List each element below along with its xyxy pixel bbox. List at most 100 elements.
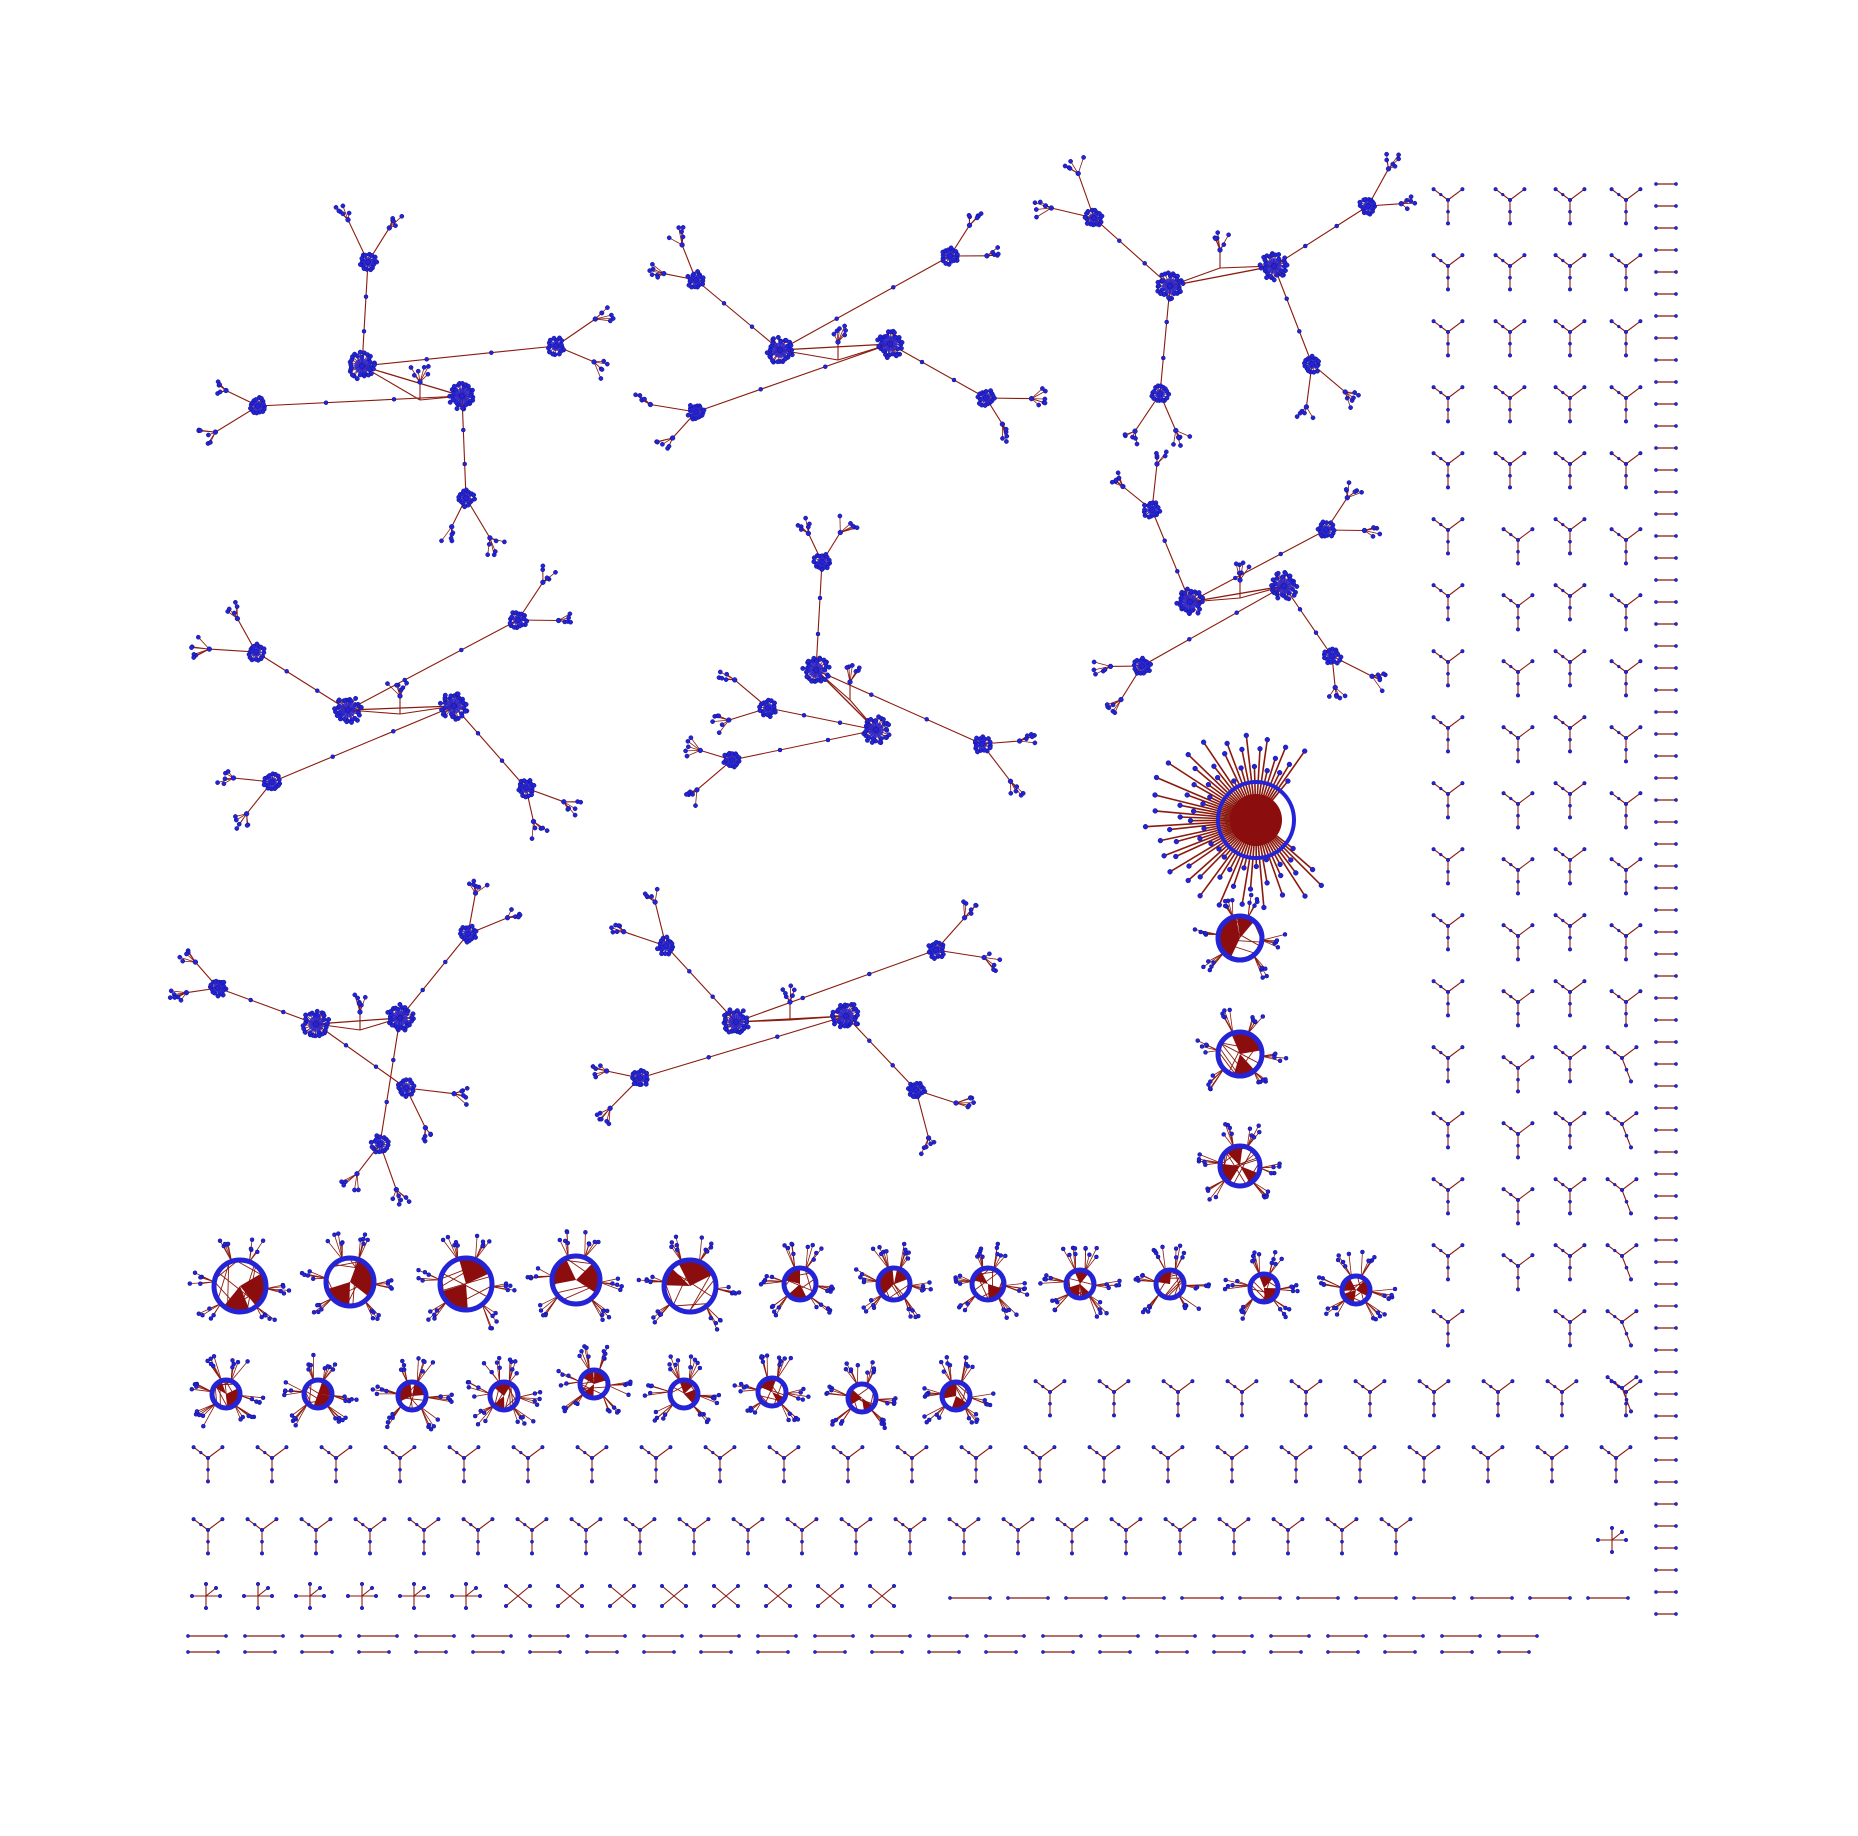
edge [870, 1408, 883, 1424]
node [231, 610, 237, 616]
edge [1054, 1293, 1070, 1311]
edge [590, 1298, 608, 1312]
edge [1179, 1518, 1195, 1531]
node [1344, 495, 1350, 501]
node [572, 812, 578, 818]
node [454, 406, 460, 412]
node [953, 1100, 959, 1106]
edge [695, 343, 891, 413]
node [391, 397, 397, 402]
node [200, 1312, 205, 1318]
edge [1360, 1251, 1363, 1278]
node [716, 713, 722, 719]
node [777, 747, 783, 753]
node [1303, 243, 1308, 249]
edge [787, 1247, 796, 1270]
node [1302, 748, 1308, 754]
node [1202, 1159, 1207, 1165]
node [729, 757, 735, 763]
node [1404, 198, 1410, 203]
edge [227, 1243, 232, 1262]
node [1277, 770, 1283, 776]
node [1216, 846, 1222, 852]
node [212, 429, 219, 435]
edge [584, 1241, 596, 1258]
edge [1268, 1258, 1283, 1276]
node [369, 1144, 375, 1150]
node [1040, 386, 1045, 391]
node [1091, 667, 1097, 673]
node [1208, 1079, 1213, 1084]
node [1157, 391, 1163, 397]
edge [903, 1296, 916, 1318]
node [233, 599, 238, 605]
node [823, 364, 828, 369]
node [925, 1135, 932, 1141]
edge [214, 1259, 239, 1280]
node [974, 215, 980, 221]
node [844, 665, 850, 670]
edge [1364, 1300, 1374, 1319]
node [961, 899, 966, 905]
node [991, 967, 996, 972]
edge [875, 1399, 895, 1404]
node [1178, 443, 1183, 448]
node [961, 915, 968, 921]
node [1396, 152, 1401, 158]
edge [688, 1278, 716, 1313]
node [1117, 238, 1122, 243]
node [1281, 583, 1287, 589]
edge [1137, 1277, 1157, 1283]
node [647, 268, 653, 273]
edge [537, 1268, 553, 1277]
node [719, 722, 725, 728]
edge [677, 1360, 680, 1381]
node [1205, 781, 1212, 788]
node [1134, 441, 1140, 447]
node [687, 402, 693, 408]
edge [584, 1232, 586, 1258]
edge [307, 1275, 327, 1279]
node [236, 821, 242, 827]
node [749, 324, 755, 329]
node [655, 274, 661, 280]
node [732, 677, 738, 683]
edge [1199, 1154, 1221, 1164]
edge [1447, 1310, 1463, 1323]
node [1264, 880, 1270, 886]
node [830, 1009, 836, 1015]
edge [1093, 217, 1171, 287]
node [1286, 761, 1293, 768]
edge [1215, 1179, 1226, 1198]
node [1384, 151, 1389, 157]
node [196, 1311, 202, 1316]
node [719, 675, 725, 681]
node [851, 1002, 857, 1008]
node [650, 261, 655, 267]
edge [387, 683, 401, 697]
node [1237, 577, 1243, 583]
node [553, 343, 559, 349]
node [1182, 590, 1188, 596]
node [987, 951, 992, 957]
edge [740, 1389, 759, 1392]
node [1278, 872, 1284, 879]
edge [1517, 858, 1533, 871]
node [826, 664, 832, 670]
node [847, 679, 853, 685]
edge [559, 1239, 569, 1258]
node [1110, 702, 1116, 708]
node [544, 828, 550, 833]
edge [815, 669, 983, 745]
edge [1039, 1446, 1055, 1459]
edge [322, 1366, 329, 1382]
node [449, 524, 455, 530]
node [1161, 355, 1166, 361]
node [604, 1118, 610, 1124]
node [966, 222, 973, 228]
node [790, 993, 795, 998]
edge [586, 1347, 590, 1371]
edge-layer [170, 154, 1676, 1653]
node [1371, 525, 1376, 530]
node [1042, 396, 1048, 402]
